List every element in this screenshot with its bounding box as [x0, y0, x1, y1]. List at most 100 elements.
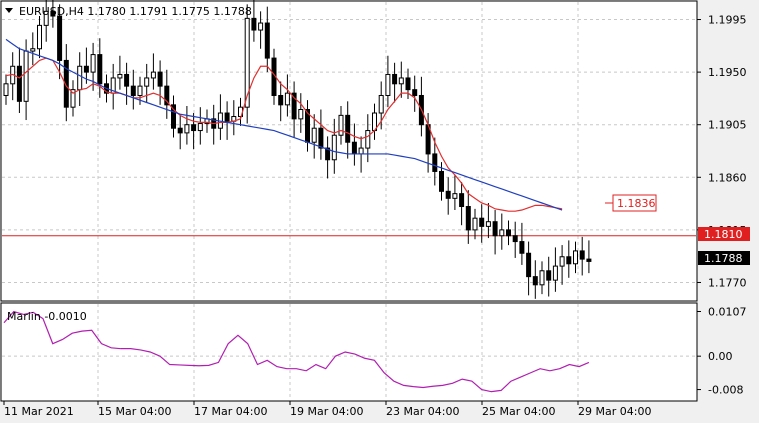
candle-body — [539, 270, 545, 286]
fast-ma-line — [5, 57, 563, 212]
candle-body — [586, 258, 592, 262]
candle-body — [197, 123, 203, 132]
price-tick-label: 1.1995 — [708, 14, 747, 27]
candle-body — [559, 256, 565, 267]
candle-body — [191, 124, 197, 132]
svg-text:1.1788: 1.1788 — [704, 252, 743, 265]
price-tick-label: 1.1860 — [708, 171, 747, 184]
candle-body — [345, 114, 351, 143]
candle-body — [90, 54, 96, 73]
time-axis: 11 Mar 2021 15 Mar 04:00 17 Mar 04:00 19 Ma… — [3, 401, 651, 418]
candle-body — [445, 190, 451, 199]
price-tick-label: 1.1950 — [708, 66, 747, 79]
time-tick-label: 17 Mar 04:00 — [194, 405, 267, 418]
candle-body — [291, 92, 297, 120]
candle-body — [479, 217, 485, 227]
candle-body — [365, 130, 371, 149]
candle-body — [278, 94, 284, 106]
candle-body — [579, 250, 585, 260]
candle-body — [57, 15, 63, 61]
indicator-panel[interactable] — [0, 302, 698, 402]
candle-body — [251, 17, 257, 31]
candle-body — [77, 65, 83, 91]
candle-body — [465, 206, 471, 231]
indicator-axis: 0.0107 0.00 -0.008 — [697, 306, 747, 397]
candle-body — [43, 10, 49, 26]
candle-body — [459, 193, 465, 208]
candle-body — [150, 71, 156, 79]
marlin-line — [3, 310, 590, 393]
candle-body — [30, 48, 36, 52]
candle-body — [63, 59, 69, 108]
candle-body — [358, 147, 364, 155]
candle-body — [70, 89, 76, 108]
indicator-tick-label: 0.0107 — [708, 306, 747, 319]
candlesticks — [3, 0, 592, 299]
candle-body — [338, 114, 344, 136]
main-panel[interactable] — [0, 0, 698, 302]
triangle-down-icon[interactable] — [5, 8, 13, 13]
moving-averages — [5, 38, 563, 212]
level-price-badge: 1.1810 — [698, 227, 750, 241]
candle-body — [485, 221, 491, 227]
candle-body — [472, 217, 478, 231]
candle-body — [50, 10, 56, 17]
candle-body — [392, 73, 398, 85]
candle-body — [117, 73, 123, 79]
candle-body — [37, 24, 42, 50]
candle-body — [184, 124, 190, 134]
candle-body — [3, 83, 9, 96]
svg-text:1.1836: 1.1836 — [617, 197, 656, 210]
candle-body — [452, 193, 458, 199]
candle-body — [506, 229, 511, 237]
candle-body — [124, 73, 130, 87]
candle-body — [97, 54, 103, 85]
candle-body — [298, 109, 304, 120]
indicator-tick-label: -0.008 — [708, 384, 743, 397]
candle-body — [519, 241, 525, 254]
grid-lines — [2, 2, 696, 400]
time-tick-label: 23 Mar 04:00 — [386, 405, 459, 418]
candle-body — [492, 221, 498, 237]
candle-body — [318, 127, 324, 149]
candle-body — [385, 73, 391, 96]
price-tick-label: 1.1770 — [708, 276, 747, 289]
candle-body — [526, 252, 532, 278]
candle-body — [311, 127, 317, 143]
candle-body — [171, 104, 176, 129]
candle-body — [224, 112, 230, 122]
candle-body — [144, 77, 150, 87]
candle-body — [331, 134, 337, 161]
candle-body — [157, 71, 163, 87]
candle-body — [137, 85, 143, 96]
indicator-header: Marlin -0.0010 — [7, 310, 87, 323]
candle-body — [244, 17, 250, 108]
candle-body — [258, 22, 264, 31]
svg-text:1.1810: 1.1810 — [704, 228, 743, 241]
candle-body — [405, 77, 411, 91]
symbol-header: EURUSD,H4 1.1780 1.1791 1.1775 1.1788 — [19, 5, 252, 18]
candle-body — [546, 270, 552, 281]
candle-body — [552, 265, 558, 281]
time-tick-label: 19 Mar 04:00 — [290, 405, 363, 418]
candle-body — [284, 92, 290, 106]
candle-body — [378, 94, 384, 114]
candle-body — [325, 147, 331, 161]
candle-body — [23, 50, 29, 102]
candle-body — [398, 77, 404, 85]
candle-body — [432, 153, 438, 172]
candle-body — [264, 22, 270, 59]
candle-body — [499, 229, 505, 237]
time-tick-label: 11 Mar 2021 — [4, 405, 74, 418]
candle-body — [512, 235, 518, 243]
candle-body — [164, 85, 170, 106]
time-tick-label: 15 Mar 04:00 — [98, 405, 171, 418]
candle-body — [573, 250, 578, 265]
indicator-tick-label: 0.00 — [708, 350, 733, 363]
candle-body — [439, 170, 444, 192]
current-price-badge: 1.1788 — [698, 251, 750, 265]
price-tick-label: 1.1905 — [708, 119, 747, 132]
candle-body — [83, 65, 89, 73]
